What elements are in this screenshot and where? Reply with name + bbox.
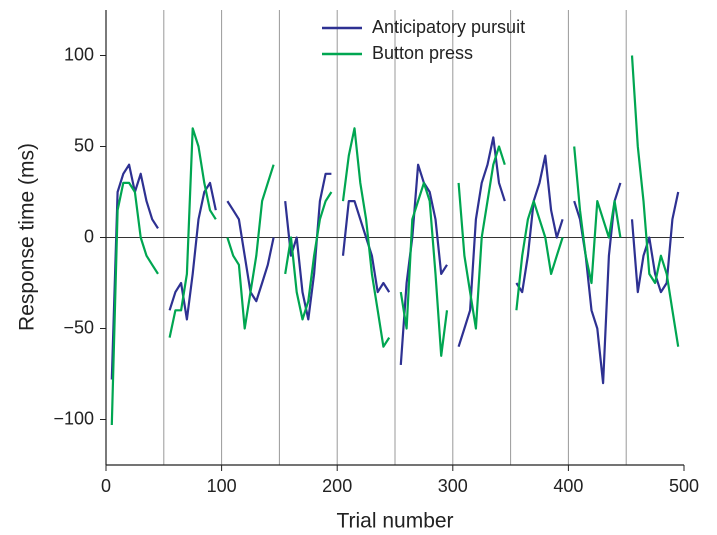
y-tick-label: −50 [63,317,94,337]
x-tick-label: 400 [553,476,583,496]
y-tick-label: 0 [84,226,94,246]
x-tick-label: 0 [101,476,111,496]
y-axis-title: Response time (ms) [16,143,39,331]
legend-label: Anticipatory pursuit [372,17,525,37]
legend-label: Button press [372,43,473,63]
y-tick-label: 100 [64,44,94,64]
y-tick-label: −100 [53,408,94,428]
x-tick-label: 500 [669,476,699,496]
x-tick-label: 300 [438,476,468,496]
y-tick-label: 50 [74,135,94,155]
series-line [110,55,680,426]
x-axis-title: Trial number [336,510,453,533]
x-tick-label: 100 [207,476,237,496]
x-tick-label: 200 [322,476,352,496]
